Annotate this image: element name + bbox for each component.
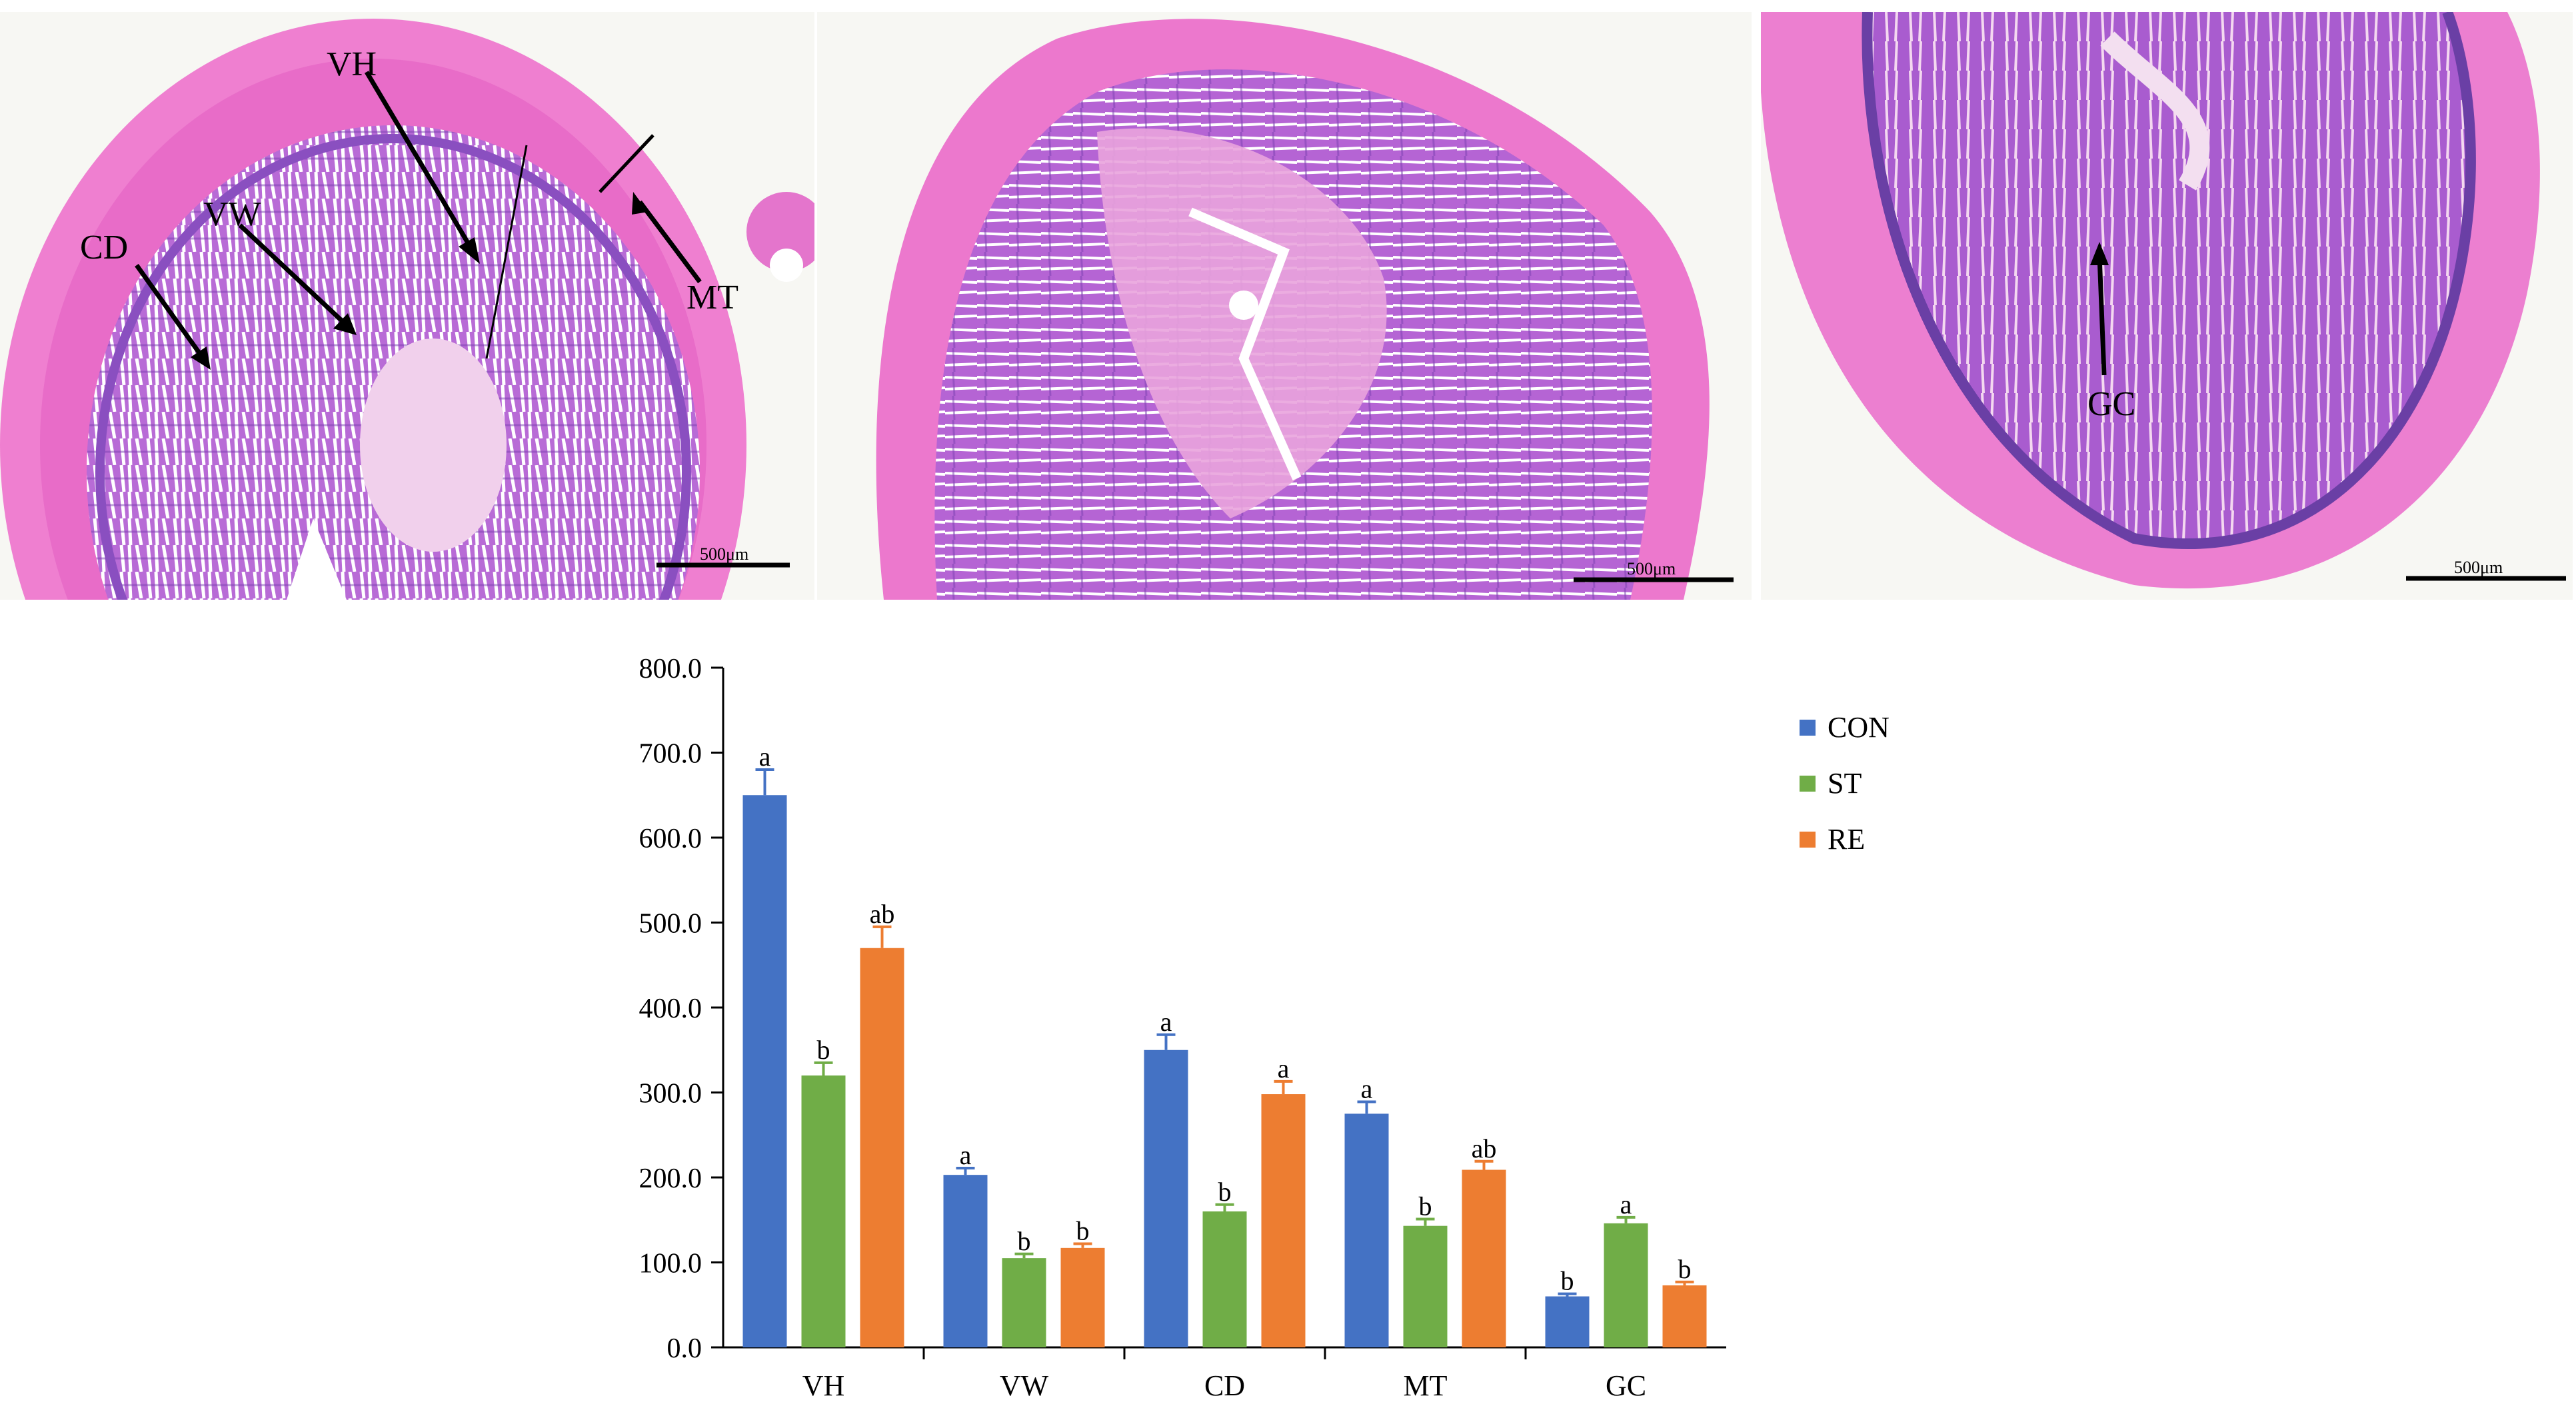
y-tick-label: 800.0 — [639, 654, 702, 684]
y-tick-label: 400.0 — [639, 994, 702, 1024]
legend-label-st: ST — [1828, 767, 1862, 800]
significance-label: b — [817, 1035, 830, 1065]
y-tick-label: 0.0 — [667, 1333, 702, 1364]
histology-image-con: VH VW CD MT 500μm — [0, 19, 814, 600]
significance-label: ab — [870, 899, 895, 929]
scale-bar-label: 500μm — [1627, 559, 1676, 578]
legend-item-con: CON — [1800, 710, 1890, 744]
bar-re — [1462, 1169, 1506, 1347]
y-tick-label: 200.0 — [639, 1163, 702, 1194]
label-gc: GC — [2087, 385, 2135, 423]
significance-label: b — [1018, 1226, 1031, 1256]
bar-con — [1545, 1296, 1590, 1347]
y-tick-label: 700.0 — [639, 739, 702, 770]
legend-label-re: RE — [1828, 823, 1866, 856]
bar-re — [1261, 1094, 1306, 1347]
x-tick-label: MT — [1404, 1369, 1448, 1402]
significance-label: b — [1419, 1191, 1432, 1221]
bar-st — [1403, 1225, 1448, 1347]
y-tick-label: 100.0 — [639, 1249, 702, 1279]
scale-bar-label: 500μm — [2454, 558, 2503, 577]
histology-panel-st: 500μm — [817, 12, 1752, 600]
legend-item-st: ST — [1800, 766, 1862, 800]
significance-label: a — [1160, 1007, 1172, 1037]
bar-con — [943, 1175, 988, 1347]
significance-label: a — [759, 742, 771, 772]
y-tick-label: 300.0 — [639, 1079, 702, 1109]
bar-re — [1060, 1247, 1105, 1347]
significance-label: b — [1218, 1177, 1232, 1207]
significance-label: a — [1620, 1189, 1632, 1219]
x-tick-label: GC — [1606, 1369, 1646, 1402]
y-tick-label: 500.0 — [639, 909, 702, 940]
bar-chart: 0.0 100.0 200.0 300.0 400.0 500.0 600.0 700.0 80… — [639, 654, 1726, 1402]
histology-image-re: GC 500μm — [1761, 12, 2566, 589]
significance-label: a — [1278, 1054, 1290, 1083]
histology-panel-con: VH VW CD MT 500μm — [0, 12, 814, 600]
scale-bar-label: 500μm — [700, 544, 748, 564]
label-cd: CD — [80, 229, 128, 267]
bar-con — [742, 795, 787, 1347]
legend-label-con: CON — [1828, 711, 1890, 744]
significance-label: b — [1561, 1266, 1574, 1296]
x-tick-label: VH — [802, 1369, 845, 1402]
x-tick-label: CD — [1204, 1369, 1245, 1402]
bar-con — [1344, 1113, 1389, 1347]
label-vw: VW — [203, 195, 261, 233]
bar-con — [1144, 1050, 1188, 1347]
significance-label: a — [1361, 1074, 1373, 1104]
bar-st — [1604, 1223, 1648, 1347]
significance-label: a — [960, 1140, 972, 1170]
label-vh: VH — [327, 45, 377, 83]
significance-label: ab — [1472, 1133, 1497, 1163]
significance-label: b — [1076, 1215, 1090, 1245]
histology-panel-re: GC 500μm — [1761, 12, 2573, 600]
bar-re — [1662, 1285, 1707, 1347]
bar-st — [1002, 1258, 1046, 1347]
legend-swatch-st — [1800, 775, 1816, 792]
y-tick-label: 600.0 — [639, 824, 702, 854]
label-mt: MT — [686, 279, 738, 317]
legend-swatch-re — [1800, 831, 1816, 848]
bar-re — [860, 948, 904, 1347]
histology-image-st: 500μm — [876, 19, 1734, 600]
legend-swatch-con — [1800, 719, 1816, 736]
bar-st — [1202, 1211, 1247, 1347]
bar-st — [801, 1075, 846, 1347]
legend-item-re: RE — [1800, 822, 1865, 856]
x-tick-label: VW — [1000, 1369, 1049, 1402]
significance-label: b — [1678, 1254, 1692, 1284]
